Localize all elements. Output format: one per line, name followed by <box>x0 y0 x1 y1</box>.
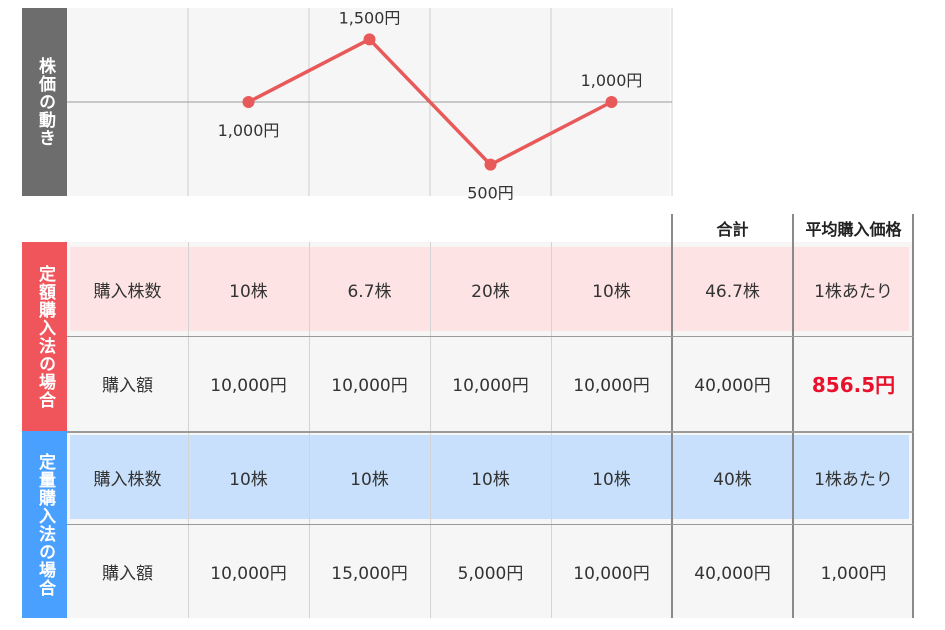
teigaku-side-label: 定額購入法の場合 <box>22 242 67 431</box>
teigaku-per-share-label: 1株あたり <box>814 281 893 302</box>
teiryo-shares-1: 10株 <box>229 470 268 490</box>
pink-band <box>70 247 909 331</box>
table-column-divider <box>912 214 914 618</box>
chart-data-label: 1,000円 <box>218 121 280 140</box>
teiryo-amount-1: 10,000円 <box>210 563 287 584</box>
table-column-divider <box>792 214 794 618</box>
teigaku-shares-2: 6.7株 <box>347 281 392 302</box>
table-column-divider <box>551 242 552 618</box>
teigaku-amount-2: 10,000円 <box>331 376 408 396</box>
teigaku-average-price: 856.5円 <box>811 373 896 397</box>
table-row-divider <box>67 431 914 433</box>
chart-point <box>605 96 618 108</box>
table-row-divider <box>67 524 914 525</box>
teigaku-amount-3: 10,000円 <box>452 376 529 396</box>
teiryo-amount-2: 15,000円 <box>331 563 408 584</box>
teiryo-amount-4: 10,000円 <box>573 563 650 584</box>
table-column-divider <box>309 242 310 618</box>
table-row-divider <box>67 336 914 337</box>
teigaku-amount-1: 10,000円 <box>210 376 287 396</box>
chart-points <box>242 33 618 171</box>
chart-point <box>363 33 376 46</box>
teiryo-shares-3: 10株 <box>471 470 510 490</box>
teigaku-shares-label: 購入株数 <box>93 281 162 302</box>
header-average-price: 平均購入価格 <box>805 220 902 239</box>
price-line <box>247 37 613 167</box>
teiryo-shares-label: 購入株数 <box>93 470 162 490</box>
header-total: 合計 <box>716 220 749 239</box>
teiryo-side-label: 定量購入法の場合 <box>22 431 67 618</box>
teigaku-shares-3: 20株 <box>471 281 510 302</box>
teiryo-amount-label: 購入額 <box>102 563 153 584</box>
teigaku-amount-4: 10,000円 <box>573 376 650 396</box>
chart-data-label: 500円 <box>467 184 514 203</box>
chart-data-labels: 1,000円 1,500円 500円 1,000円 <box>218 8 643 202</box>
chart-side-label: 株価の動き <box>22 8 67 196</box>
teiryo-amount-3: 5,000円 <box>457 563 524 584</box>
chart-data-label: 1,500円 <box>339 8 401 27</box>
teiryo-shares-total: 40株 <box>713 470 752 490</box>
blue-band <box>70 435 909 519</box>
teiryo-shares-2: 10株 <box>350 470 389 490</box>
stock-price-chart: 1,000円 1,500円 500円 1,000円 <box>67 8 673 203</box>
teiryo-average-price: 1,000円 <box>820 563 887 584</box>
teigaku-shares-total: 46.7株 <box>705 281 760 302</box>
teigaku-shares-4: 10株 <box>592 281 631 302</box>
table-column-divider <box>671 214 673 618</box>
teiryo-shares-4: 10株 <box>592 470 631 490</box>
table-column-divider <box>430 242 431 618</box>
teigaku-shares-1: 10株 <box>229 281 268 302</box>
table-column-divider <box>188 242 189 618</box>
teigaku-amount-total: 40,000円 <box>694 376 771 396</box>
teiryo-per-share-label: 1株あたり <box>814 470 893 490</box>
chart-point <box>484 158 497 171</box>
chart-data-label: 1,000円 <box>581 71 643 90</box>
teigaku-amount-label: 購入額 <box>102 376 153 396</box>
teiryo-amount-total: 40,000円 <box>694 563 771 584</box>
chart-point <box>242 96 255 108</box>
